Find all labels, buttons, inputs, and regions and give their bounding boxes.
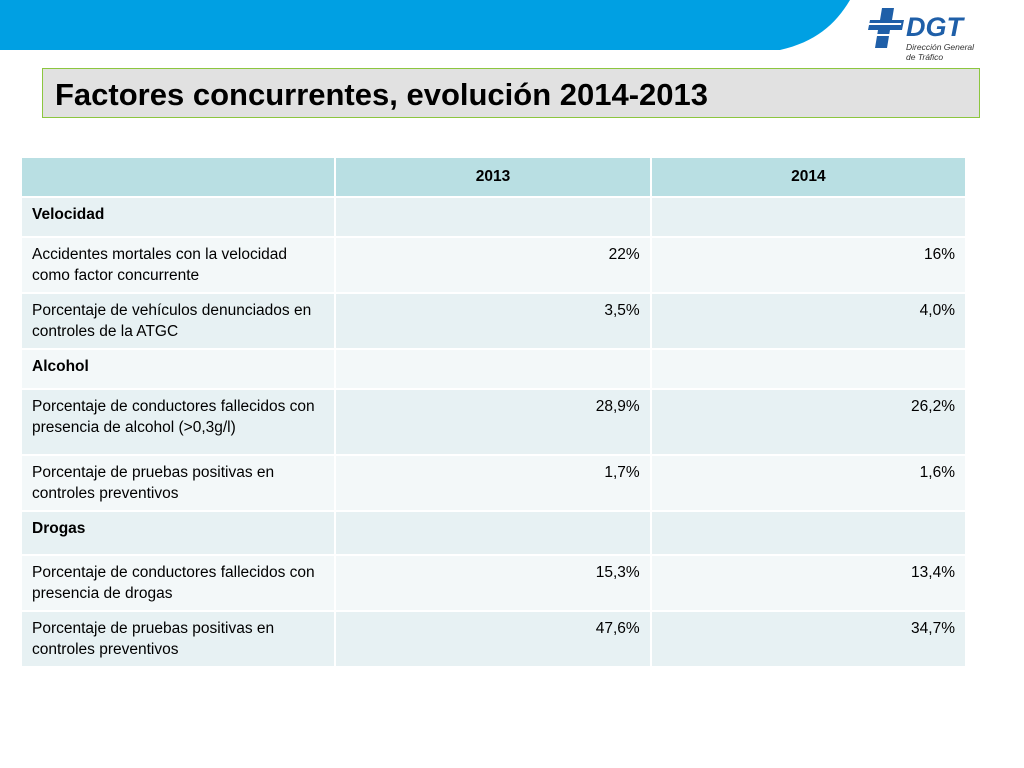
value-2014: 34,7% — [649, 610, 968, 668]
value-2014 — [649, 348, 968, 390]
row-label: Alcohol — [19, 348, 337, 390]
table-row: Porcentaje de vehículos denunciados en c… — [19, 292, 968, 350]
header-cell-2013: 2013 — [334, 156, 652, 198]
dgt-cross-icon — [868, 8, 904, 48]
row-label: Porcentaje de pruebas positivas en contr… — [19, 610, 337, 668]
factors-table: 2013 2014 Velocidad Accidentes mortales … — [19, 156, 968, 668]
table-row: Porcentaje de conductores fallecidos con… — [19, 388, 968, 456]
value-2014: 26,2% — [649, 388, 968, 456]
title-box: Factores concurrentes, evolución 2014-20… — [42, 68, 980, 118]
table-header-row: 2013 2014 — [19, 156, 968, 198]
value-2013 — [334, 348, 652, 390]
value-2014: 4,0% — [649, 292, 968, 350]
table-row: Porcentaje de conductores fallecidos con… — [19, 554, 968, 612]
value-2013: 28,9% — [334, 388, 652, 456]
header-cell-label — [19, 156, 337, 198]
row-label: Accidentes mortales con la velocidad com… — [19, 236, 337, 294]
value-2013: 22% — [334, 236, 652, 294]
value-2014: 16% — [649, 236, 968, 294]
row-label: Porcentaje de conductores fallecidos con… — [19, 388, 337, 456]
row-label: Velocidad — [19, 196, 337, 238]
row-label: Porcentaje de conductores fallecidos con… — [19, 554, 337, 612]
page-title: Factores concurrentes, evolución 2014-20… — [55, 77, 709, 112]
table-row-alcohol: Alcohol — [19, 348, 968, 390]
table-row-drogas: Drogas — [19, 510, 968, 556]
value-2013 — [334, 510, 652, 556]
table-row: Accidentes mortales con la velocidad com… — [19, 236, 968, 294]
value-2013: 15,3% — [334, 554, 652, 612]
value-2013 — [334, 196, 652, 238]
value-2014 — [649, 196, 968, 238]
header-band — [0, 0, 850, 50]
value-2013: 1,7% — [334, 454, 652, 512]
header-cell-2014: 2014 — [649, 156, 968, 198]
value-2014: 1,6% — [649, 454, 968, 512]
row-label: Drogas — [19, 510, 337, 556]
row-label: Porcentaje de pruebas positivas en contr… — [19, 454, 337, 512]
table-row-velocidad: Velocidad — [19, 196, 968, 238]
logo-text: DGT — [906, 12, 963, 42]
row-label: Porcentaje de vehículos denunciados en c… — [19, 292, 337, 350]
table-row: Porcentaje de pruebas positivas en contr… — [19, 610, 968, 668]
value-2013: 47,6% — [334, 610, 652, 668]
logo-subtitle: Dirección General de Tráfico — [906, 42, 975, 62]
value-2014 — [649, 510, 968, 556]
value-2013: 3,5% — [334, 292, 652, 350]
dgt-logo: DGT Dirección General de Tráfico — [868, 6, 988, 64]
value-2014: 13,4% — [649, 554, 968, 612]
table-row: Porcentaje de pruebas positivas en contr… — [19, 454, 968, 512]
